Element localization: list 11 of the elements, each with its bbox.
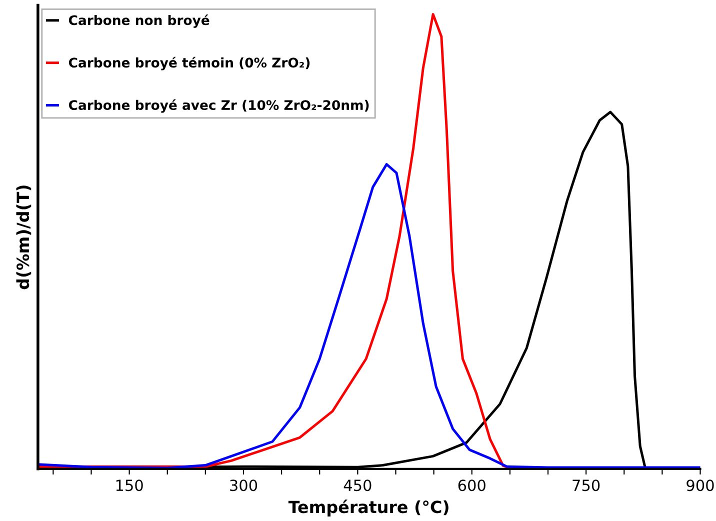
x-tick-label: 900 — [686, 480, 714, 492]
legend-label: Carbone non broyé — [68, 14, 210, 28]
legend-label: Carbone broyé témoin (0% ZrO₂) — [68, 56, 310, 70]
x-tick-label: 150 — [116, 480, 143, 492]
x-axis-title: Température (°C) — [288, 500, 448, 516]
legend-label: Carbone broyé avec Zr (10% ZrO₂-20nm) — [68, 99, 369, 113]
x-tick-label: 600 — [458, 480, 486, 492]
y-axis-title: d(%m)/d(T) — [16, 186, 32, 290]
x-tick-label: 450 — [344, 480, 372, 492]
x-tick-label: 750 — [572, 480, 600, 492]
x-tick-label: 300 — [230, 480, 258, 492]
